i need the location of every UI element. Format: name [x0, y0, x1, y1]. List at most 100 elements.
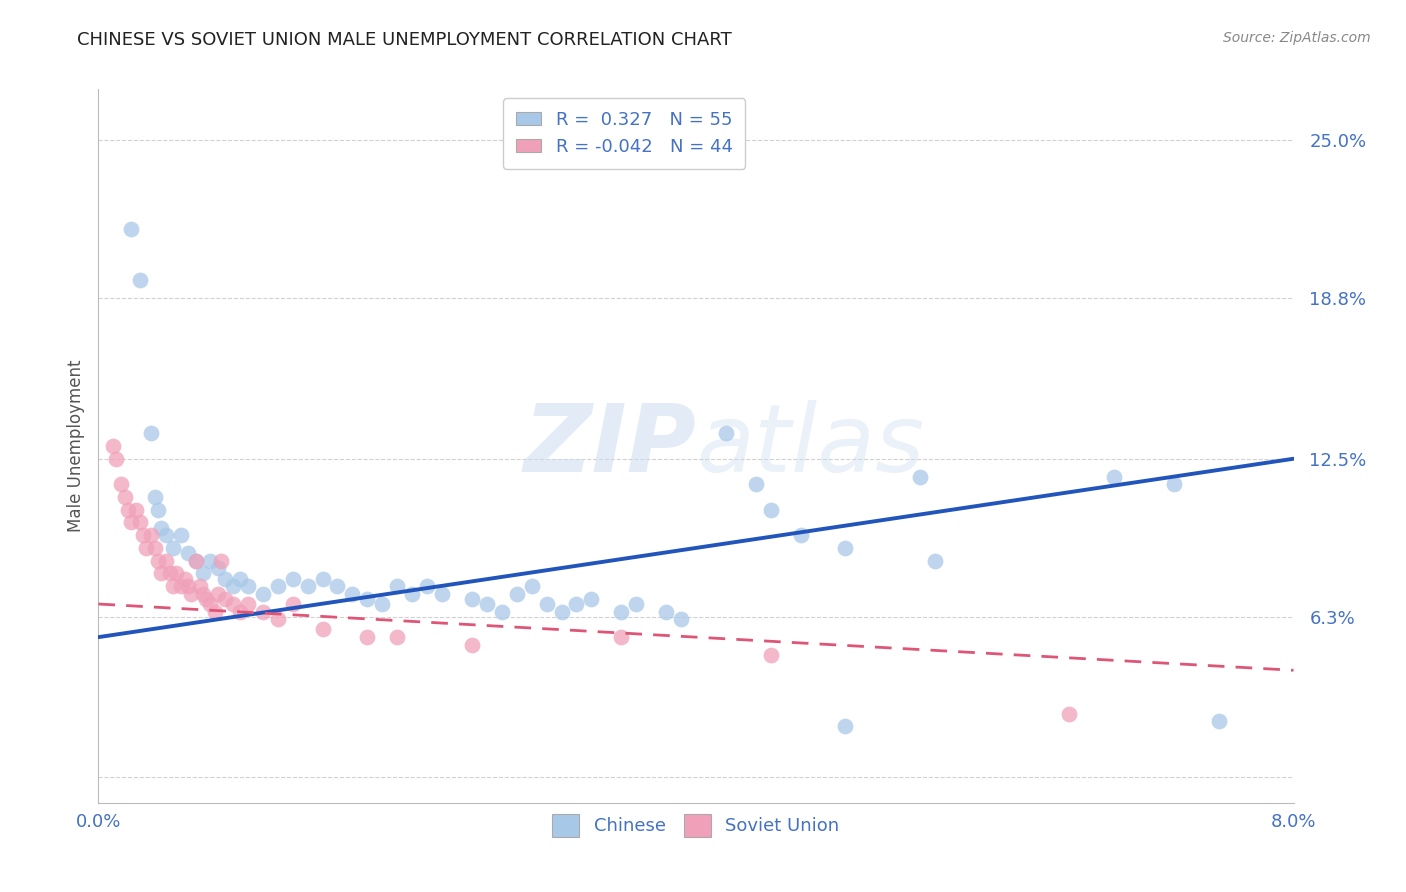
- Text: ZIP: ZIP: [523, 400, 696, 492]
- Point: [252, 605, 274, 619]
- Point: [207, 587, 229, 601]
- Point: [461, 591, 484, 606]
- Point: [114, 490, 136, 504]
- Point: [191, 587, 214, 601]
- Point: [174, 572, 197, 586]
- Point: [669, 612, 692, 626]
- Point: [204, 605, 226, 619]
- Point: [759, 502, 782, 516]
- Point: [159, 566, 181, 581]
- Point: [165, 566, 187, 581]
- Point: [491, 605, 513, 619]
- Point: [222, 579, 245, 593]
- Point: [610, 630, 633, 644]
- Point: [110, 477, 132, 491]
- Point: [148, 502, 170, 516]
- Point: [610, 605, 633, 619]
- Point: [385, 630, 409, 644]
- Point: [356, 591, 378, 606]
- Point: [565, 597, 588, 611]
- Point: [195, 591, 218, 606]
- Point: [655, 605, 678, 619]
- Point: [125, 502, 148, 516]
- Point: [581, 591, 603, 606]
- Point: [150, 566, 173, 581]
- Point: [188, 579, 211, 593]
- Y-axis label: Male Unemployment: Male Unemployment: [66, 359, 84, 533]
- Point: [1104, 469, 1126, 483]
- Point: [342, 587, 364, 601]
- Point: [155, 554, 177, 568]
- Point: [834, 719, 856, 733]
- Point: [229, 605, 252, 619]
- Point: [180, 587, 202, 601]
- Point: [155, 528, 177, 542]
- Point: [356, 630, 378, 644]
- Point: [371, 597, 394, 611]
- Point: [1208, 714, 1230, 729]
- Point: [207, 561, 229, 575]
- Point: [135, 541, 157, 555]
- Point: [200, 554, 222, 568]
- Point: [214, 572, 236, 586]
- Point: [385, 579, 409, 593]
- Point: [169, 528, 191, 542]
- Point: [297, 579, 319, 593]
- Point: [236, 579, 259, 593]
- Point: [789, 528, 811, 542]
- Text: atlas: atlas: [696, 401, 924, 491]
- Point: [200, 597, 222, 611]
- Point: [714, 426, 737, 441]
- Point: [117, 502, 139, 516]
- Point: [550, 605, 572, 619]
- Point: [148, 554, 170, 568]
- Point: [214, 591, 236, 606]
- Point: [169, 579, 191, 593]
- Point: [162, 579, 184, 593]
- Point: [222, 597, 245, 611]
- Point: [506, 587, 529, 601]
- Point: [834, 541, 856, 555]
- Point: [209, 554, 232, 568]
- Point: [520, 579, 543, 593]
- Point: [461, 638, 484, 652]
- Point: [416, 579, 439, 593]
- Point: [908, 469, 931, 483]
- Text: Source: ZipAtlas.com: Source: ZipAtlas.com: [1223, 31, 1371, 45]
- Point: [401, 587, 423, 601]
- Point: [536, 597, 558, 611]
- Point: [120, 222, 142, 236]
- Point: [184, 554, 207, 568]
- Point: [120, 516, 142, 530]
- Point: [626, 597, 648, 611]
- Legend: Chinese, Soviet Union: Chinese, Soviet Union: [546, 807, 846, 844]
- Point: [311, 623, 333, 637]
- Point: [139, 426, 162, 441]
- Point: [191, 566, 214, 581]
- Point: [177, 579, 200, 593]
- Point: [430, 587, 453, 601]
- Point: [326, 579, 349, 593]
- Point: [143, 490, 166, 504]
- Point: [252, 587, 274, 601]
- Point: [475, 597, 498, 611]
- Point: [143, 541, 166, 555]
- Point: [281, 572, 304, 586]
- Point: [184, 554, 207, 568]
- Point: [139, 528, 162, 542]
- Point: [1163, 477, 1185, 491]
- Point: [924, 554, 946, 568]
- Point: [177, 546, 200, 560]
- Point: [236, 597, 259, 611]
- Point: [129, 273, 152, 287]
- Point: [150, 520, 173, 534]
- Point: [267, 579, 290, 593]
- Point: [229, 572, 252, 586]
- Point: [129, 516, 152, 530]
- Text: CHINESE VS SOVIET UNION MALE UNEMPLOYMENT CORRELATION CHART: CHINESE VS SOVIET UNION MALE UNEMPLOYMEN…: [77, 31, 733, 49]
- Point: [745, 477, 768, 491]
- Point: [1059, 706, 1081, 721]
- Point: [267, 612, 290, 626]
- Point: [162, 541, 184, 555]
- Point: [281, 597, 304, 611]
